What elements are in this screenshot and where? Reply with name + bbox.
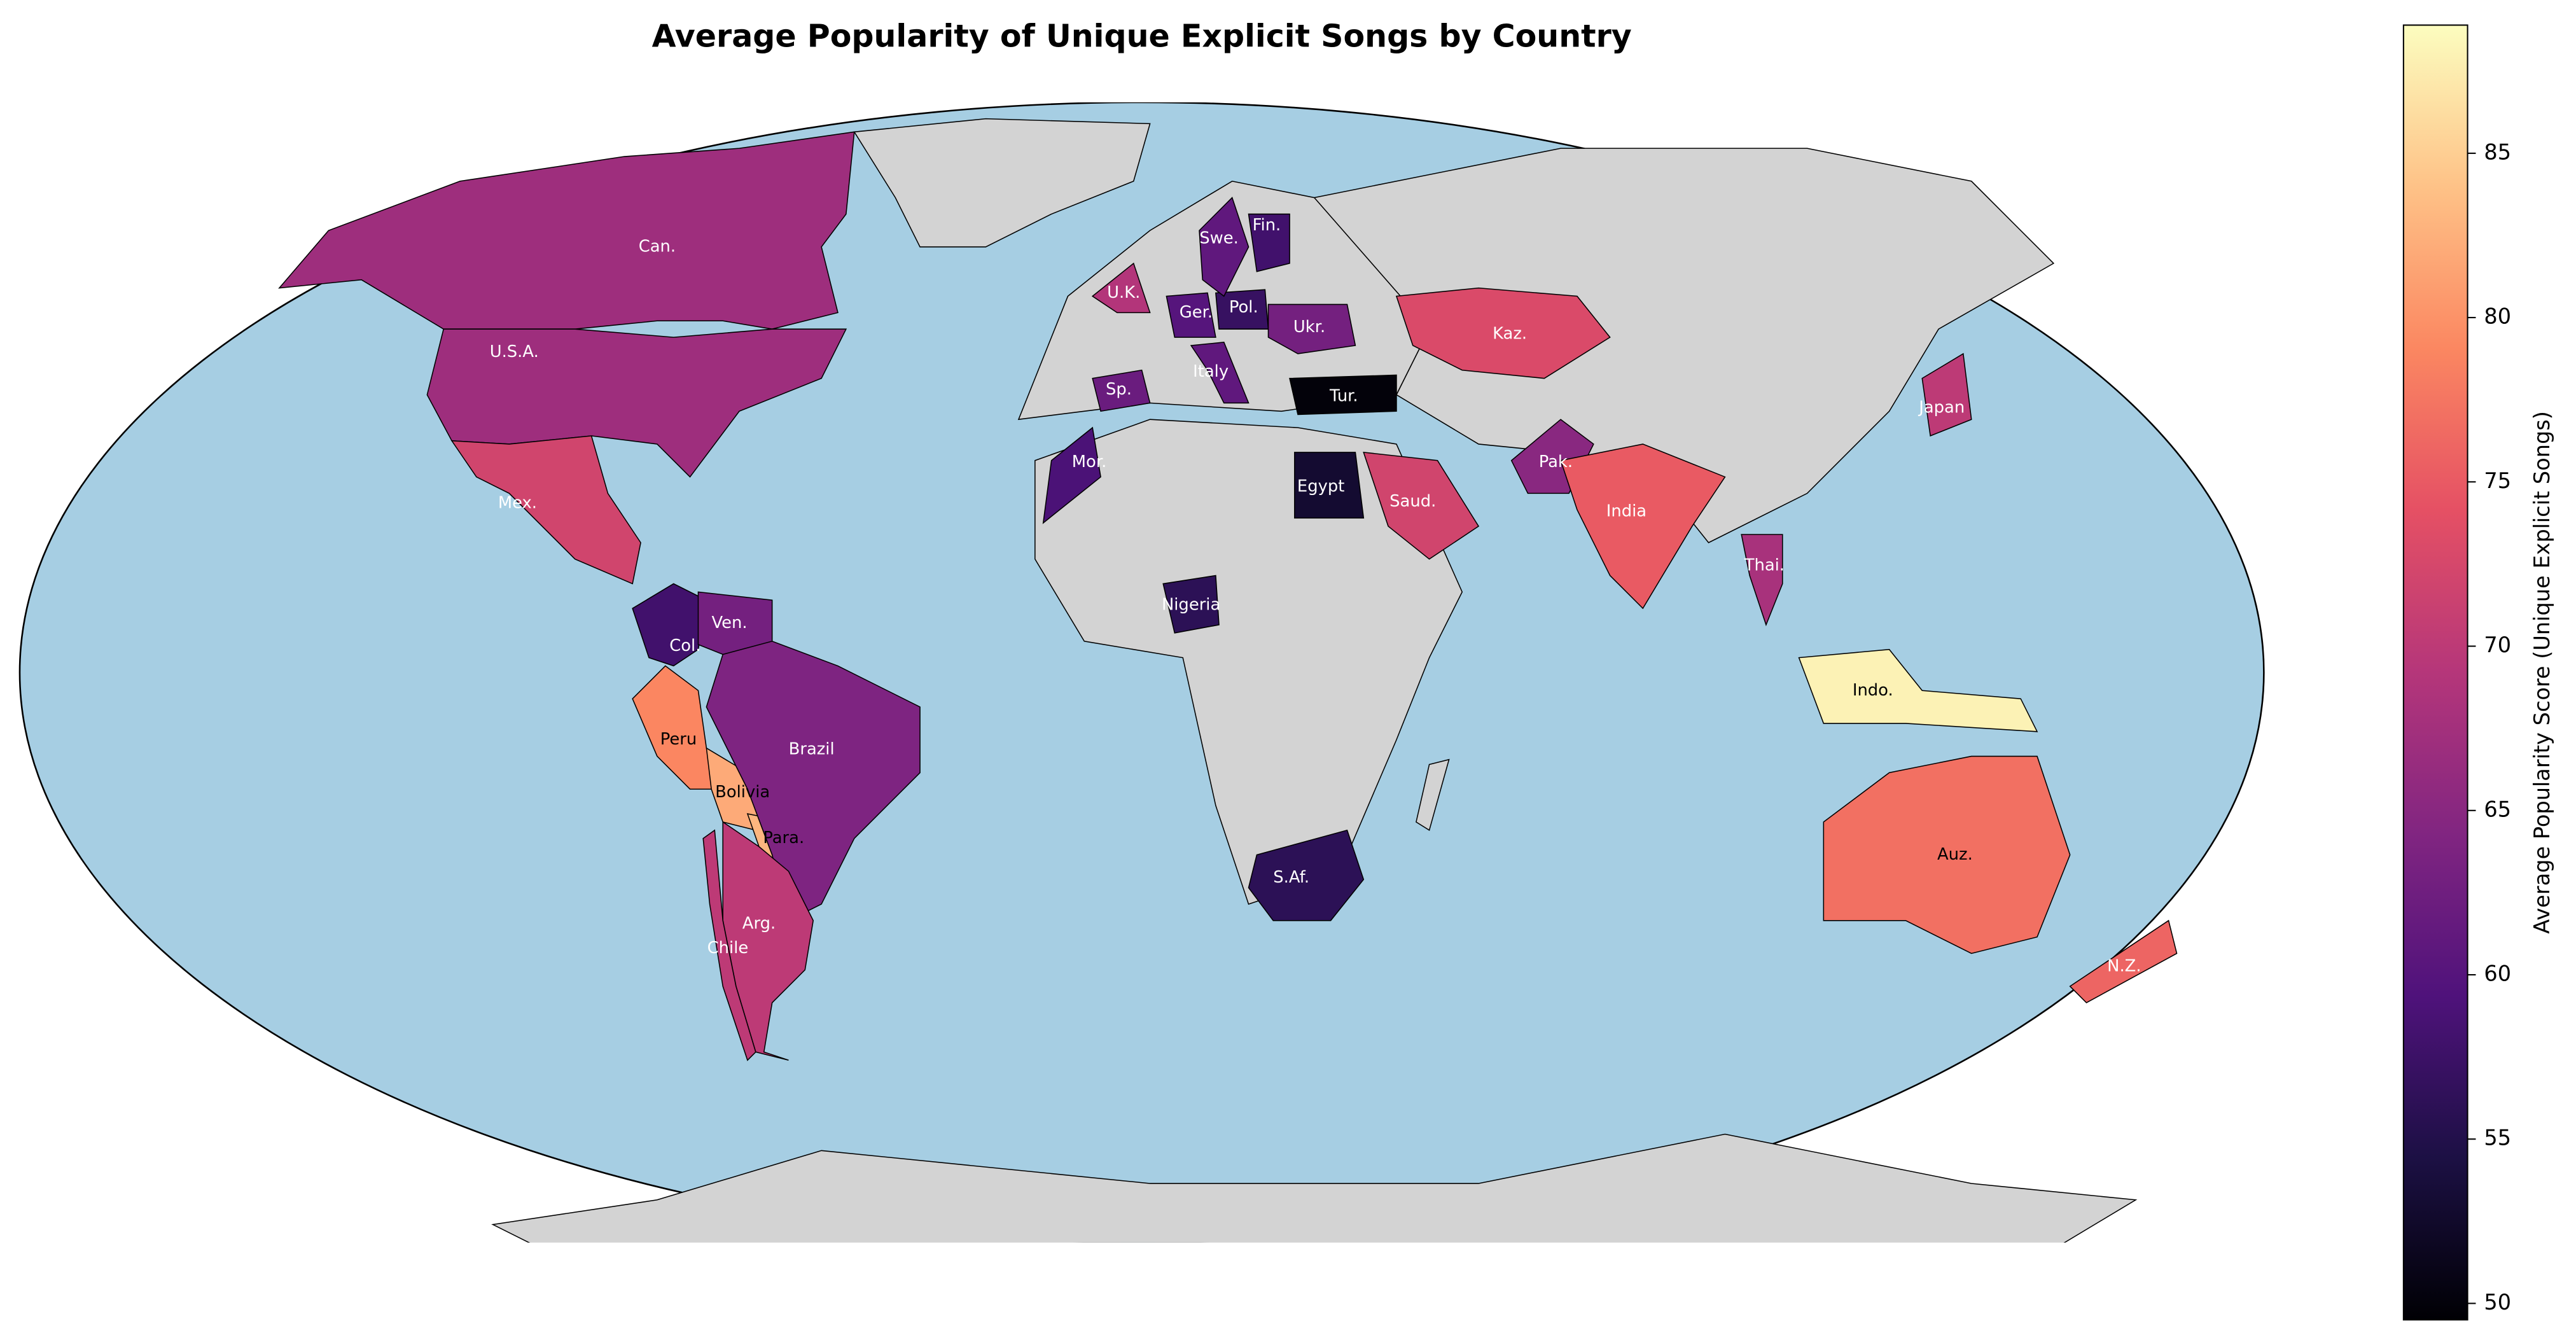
country-label: Japan [1918, 398, 1965, 417]
country-label: Arg. [742, 914, 776, 933]
country-label: Nigeria [1162, 596, 1220, 615]
country [1741, 534, 1783, 627]
country-label: Pak. [1539, 452, 1573, 471]
country-label: Ger. [1180, 303, 1213, 322]
country [1091, 262, 1151, 314]
country-label: Indo. [1853, 681, 1893, 700]
country-label: Can. [639, 237, 676, 256]
country [1190, 342, 1250, 404]
countries: Can. U.S.A. Mex. Col. Ven. Peru Bolivia Para. Br… [278, 131, 2178, 1061]
country-label: Auz. [1937, 845, 1973, 864]
country-label: Thai. [1744, 556, 1785, 575]
madagascar [1416, 758, 1450, 831]
country [632, 583, 707, 667]
country-label: Egypt [1297, 477, 1344, 496]
country-label: Kaz. [1493, 324, 1527, 343]
country-label: Fin. [1253, 216, 1281, 235]
country [1248, 213, 1290, 272]
colorbar-tick-label: 75 [2484, 468, 2511, 493]
country-label: Swe. [1199, 229, 1239, 248]
colorbar [2402, 24, 2468, 1321]
country [1289, 374, 1397, 415]
colorbar-tick-label: 60 [2484, 961, 2511, 986]
colorbar-tick-label: 80 [2484, 304, 2511, 329]
colorbar-tick-label: 50 [2484, 1290, 2511, 1315]
colorbar-tick-label: 85 [2484, 139, 2511, 164]
asia-land [1313, 148, 2055, 543]
map: Can. U.S.A. Mex. Col. Ven. Peru Bolivia Para. Br… [19, 102, 2265, 1243]
country [1395, 287, 1611, 379]
country [450, 435, 641, 585]
country-label: Mex. [498, 493, 537, 512]
country [1166, 292, 1216, 338]
colorbar-label: Average Popularity Score (Unique Explici… [2530, 411, 2554, 933]
greenland [853, 118, 1151, 248]
country [702, 829, 756, 1061]
country-label: Saud. [1389, 492, 1436, 511]
country-label: N.Z. [2107, 957, 2141, 976]
country-label: S.Af. [1273, 868, 1309, 887]
country [1248, 829, 1365, 921]
country-label: U.K. [1107, 283, 1140, 302]
country-label: Ven. [711, 613, 747, 632]
country [1162, 575, 1220, 634]
colorbar-tick-label: 65 [2484, 797, 2511, 821]
chart-title: Average Popularity of Unique Explicit So… [652, 18, 1632, 55]
country-label: Peru [660, 730, 697, 749]
country [1294, 452, 1365, 519]
colorbar-axis: 50 55 60 65 70 75 80 85 [2467, 139, 2511, 1315]
colorbar-tick-label: 70 [2484, 632, 2511, 657]
country [1092, 369, 1151, 412]
country-label: Col. [669, 636, 700, 655]
antarctica [491, 1133, 2138, 1243]
country [1042, 426, 1101, 524]
country-label: Brazil [789, 740, 835, 759]
country [1921, 352, 1972, 437]
country-label: U.S.A. [490, 342, 539, 361]
country [1560, 443, 1726, 610]
country-label: Tur. [1329, 387, 1358, 406]
country-label: Ukr. [1293, 318, 1325, 337]
country [1267, 304, 1356, 354]
country-label: Mor. [1072, 452, 1107, 471]
country-label: Chile [707, 939, 749, 958]
colorbar-tick-label: 55 [2484, 1126, 2511, 1150]
country-label: Pol. [1229, 298, 1258, 317]
country [1798, 648, 2038, 732]
country-label: Sp. [1106, 380, 1132, 399]
country-label: India [1606, 501, 1647, 520]
country [1823, 755, 2071, 954]
country-label: Bolivia [715, 783, 770, 802]
country [1363, 451, 1480, 560]
country [706, 640, 921, 921]
country [1199, 197, 1250, 297]
country-label: Para. [763, 828, 804, 848]
country-label: Italy [1193, 362, 1229, 381]
country [2069, 919, 2178, 1003]
